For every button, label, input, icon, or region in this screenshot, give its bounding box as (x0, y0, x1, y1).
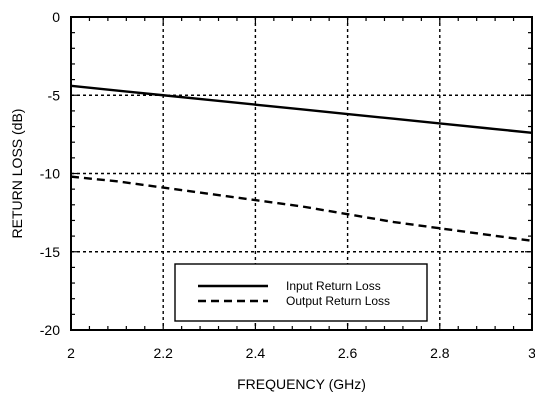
legend-box (174, 263, 428, 322)
y-tick-label: -15 (40, 244, 60, 260)
x-tick-label: 3 (528, 345, 535, 361)
legend-label-output: Output Return Loss (286, 294, 390, 308)
x-tick-label: 2.4 (246, 345, 266, 361)
plot-frame (70, 16, 533, 331)
series-line-output-return-loss (70, 175, 533, 242)
y-tick-label: -5 (48, 87, 61, 103)
y-tick-label: -10 (40, 166, 60, 182)
x-tick-label: 2.6 (338, 345, 358, 361)
x-tick-label: 2.8 (430, 345, 450, 361)
x-tick-label: 2 (67, 345, 75, 361)
y-tick-label: -20 (40, 322, 60, 338)
x-tick-label: 2.2 (153, 345, 173, 361)
series-layer (70, 84, 533, 242)
y-axis-title: RETURN LOSS (dB) (9, 109, 25, 239)
y-tick-label: 0 (52, 9, 60, 25)
x-tick-labels: 2 2.2 2.4 2.6 2.8 3 (67, 345, 535, 361)
series-line-input-return-loss (70, 84, 533, 135)
y-tick-labels: 0 -5 -10 -15 -20 (40, 9, 60, 338)
legend-label-input: Input Return Loss (286, 279, 381, 293)
x-axis-title: FREQUENCY (GHz) (237, 376, 366, 392)
